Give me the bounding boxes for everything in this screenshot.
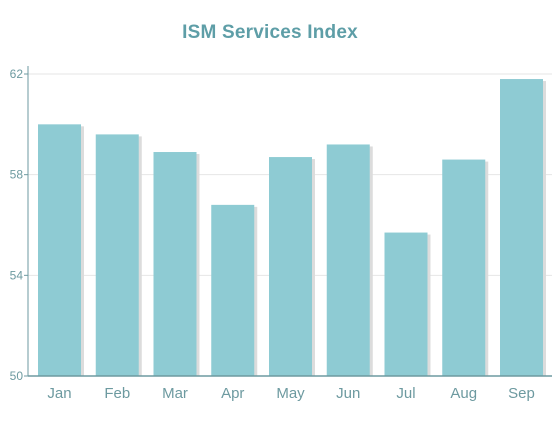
bar-layer xyxy=(38,79,546,377)
bar-jan xyxy=(38,124,81,376)
x-tick-label-jan: Jan xyxy=(47,385,71,402)
bar-may xyxy=(269,157,312,376)
y-tick-label-62: 62 xyxy=(10,67,24,81)
x-tick-label-apr: Apr xyxy=(221,385,244,402)
bar-jun xyxy=(326,144,370,376)
y-tick-label-54: 54 xyxy=(10,268,24,282)
bar-feb xyxy=(95,134,139,376)
x-tick-label-feb: Feb xyxy=(104,385,130,402)
x-tick-label-sep: Sep xyxy=(508,385,535,402)
chart-title: ISM Services Index xyxy=(182,22,358,43)
bar-jul xyxy=(384,232,428,376)
bar-aug xyxy=(442,159,486,376)
x-tick-label-jul: Jul xyxy=(396,385,415,402)
x-tick-label-jun: Jun xyxy=(336,385,360,402)
label-layer: 50 54 58 62 Jan Feb Mar Apr May Jun Jul Aug Sep xyxy=(10,67,535,402)
axis-layer xyxy=(24,66,552,377)
bar-mar xyxy=(153,152,197,376)
y-tick-label-50: 50 xyxy=(10,369,24,383)
x-tick-label-may: May xyxy=(276,385,305,402)
bar-apr xyxy=(211,204,255,376)
x-tick-label-aug: Aug xyxy=(450,385,477,402)
x-tick-label-mar: Mar xyxy=(162,385,188,402)
bar-sep xyxy=(500,79,543,377)
y-tick-label-58: 58 xyxy=(10,168,24,182)
